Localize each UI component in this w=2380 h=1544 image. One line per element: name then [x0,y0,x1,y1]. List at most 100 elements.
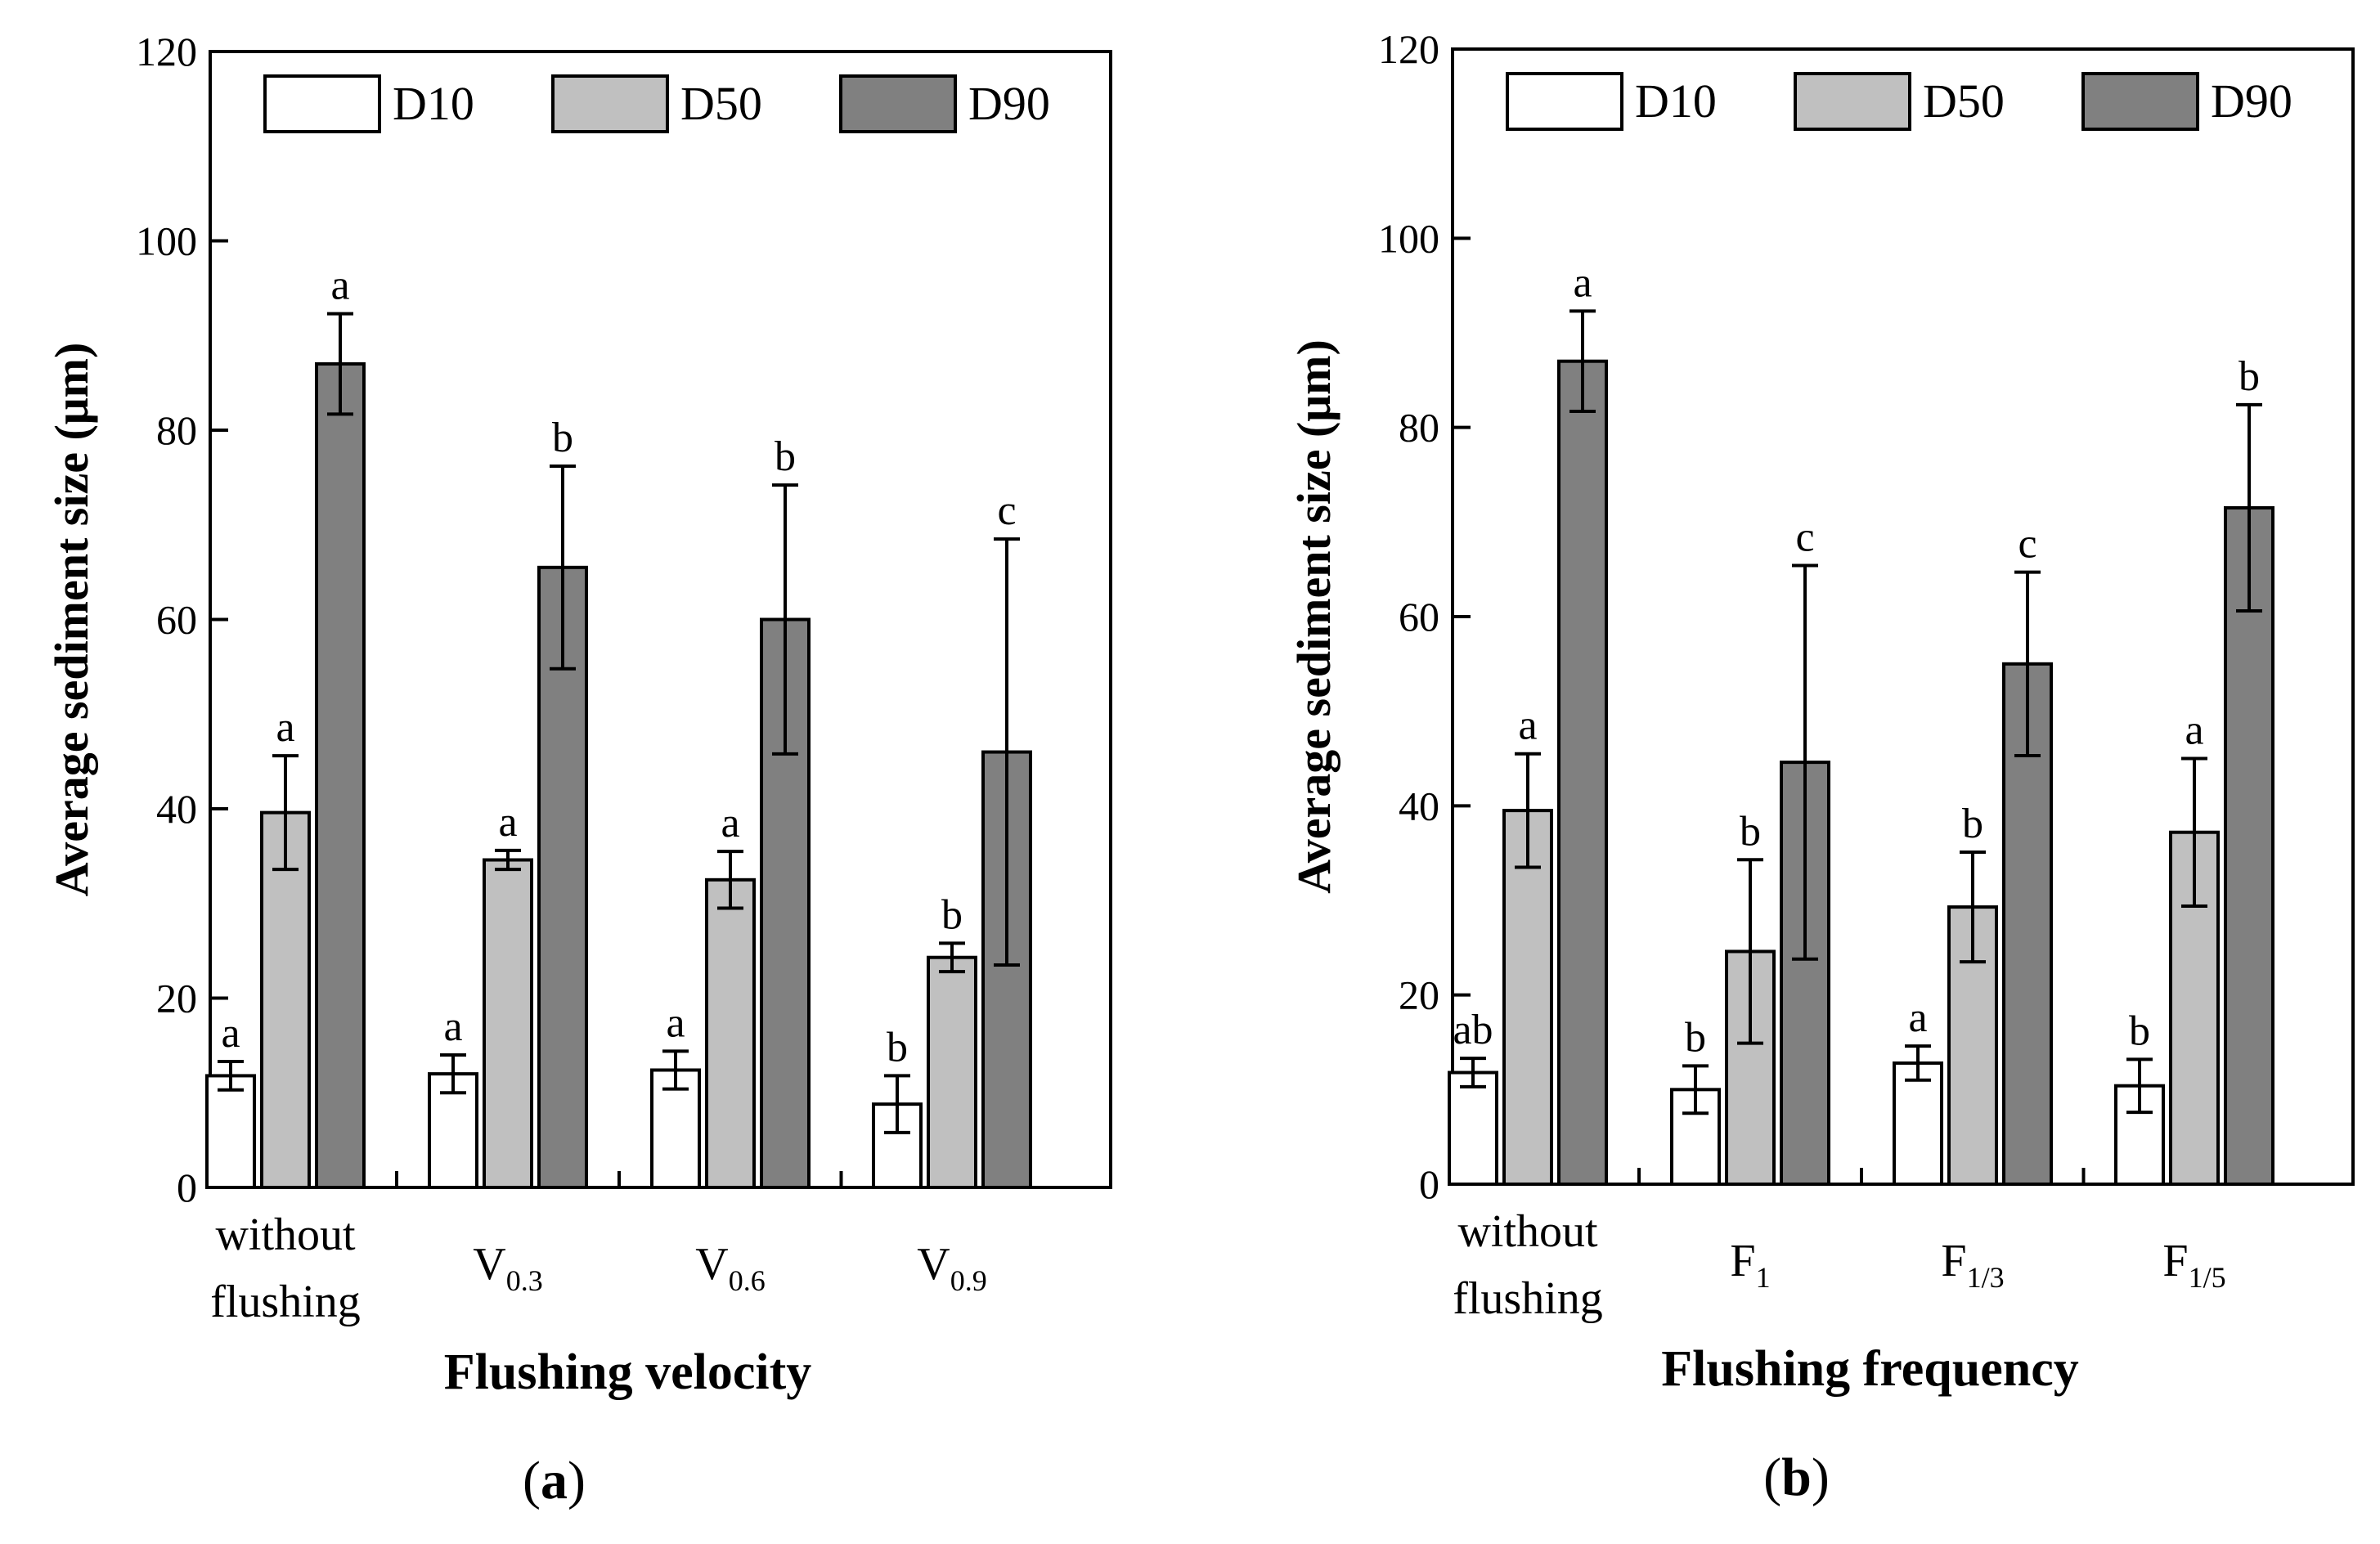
legend-swatch-d10 [263,74,381,133]
y-tick-label: 60 [1399,594,1439,640]
bar-d10 [2114,1084,2165,1186]
significance-label: b [941,891,963,938]
legend-swatch-d90 [2081,72,2199,131]
significance-label: a [1573,259,1592,306]
category-label: F1/3 [1941,1236,2004,1294]
significance-label: b [1685,1014,1706,1061]
significance-label: b [1962,801,1983,847]
panel-label-open: ( [523,1451,541,1510]
significance-label: c [2018,521,2036,568]
x-axis-title: Flushing velocity [444,1344,812,1400]
y-axis-title: Average sediment size (μm) [1287,339,1340,894]
panel-label: (b) [1763,1448,1830,1507]
significance-label: b [775,433,796,480]
y-tick-label: 100 [1378,215,1439,261]
panel-label-open: ( [1763,1448,1781,1507]
y-tick-label: 80 [1399,405,1439,451]
panel-label-letter: b [1781,1448,1812,1507]
category-label-subscript: 1/5 [2189,1261,2226,1294]
legend-label-d10: D10 [1635,74,1717,128]
category-label-subscript: 0.3 [506,1264,543,1297]
y-tick-label: 40 [1399,783,1439,828]
y-tick-label: 0 [1419,1161,1439,1207]
category-label: V0.6 [695,1239,765,1297]
category-label: flushing [1453,1273,1603,1324]
y-axis-title: Average sediment size (μm) [45,343,98,897]
panel-label-letter: a [541,1451,568,1510]
legend-label-d90: D90 [968,77,1050,130]
category-label-subscript: 1 [1756,1261,1771,1294]
panel-label: (a) [523,1451,586,1510]
y-tick-label: 100 [136,218,197,264]
significance-label: b [1740,808,1761,855]
category-label-subscript: 1/3 [1967,1261,2005,1294]
bar-d10 [205,1074,256,1190]
category-label-base: V [695,1239,728,1290]
legend-label-d50: D50 [680,77,762,130]
y-tick-label: 20 [156,976,197,1021]
y-tick-label: 20 [1399,972,1439,1018]
category-label: without [1457,1206,1598,1257]
bar-d50 [927,955,977,1190]
category-label: V0.9 [917,1239,986,1297]
bar-d10 [1670,1088,1721,1187]
chart-panel-a: 0 20 40 60 80 100 120 Average sediment size (μm… [45,29,1112,1510]
significance-label: b [887,1024,908,1070]
bar-d90 [537,565,588,1189]
category-label: F1/5 [2162,1236,2225,1294]
significance-label: a [2185,707,2203,754]
legend-swatch-d10 [1506,72,1623,131]
legend-swatch-d90 [839,74,957,133]
significance-label: c [1795,514,1814,561]
bar-d90 [315,361,366,1190]
significance-label: a [1908,994,1927,1041]
category-label-subscript: 0.9 [950,1264,987,1297]
significance-label: a [443,1003,462,1050]
significance-label: a [666,999,685,1046]
panel-label-close: ) [1812,1448,1830,1507]
y-tick-label: 40 [156,786,197,832]
x-axis-title: Flushing frequency [1661,1341,2078,1397]
category-label-base: F [2162,1236,2188,1286]
y-tick-label: 0 [177,1165,197,1210]
y-tick-label: 80 [156,407,197,453]
category-label-base: F [1941,1236,1966,1286]
significance-label: ab [1453,1007,1493,1053]
significance-label: b [2239,353,2260,400]
bar-d10 [1448,1070,1498,1186]
significance-label: a [1518,702,1537,749]
significance-label: a [276,704,294,751]
bar-d50 [260,810,311,1189]
panel-label-close: ) [568,1451,586,1510]
category-label-subscript: 0.6 [729,1264,766,1297]
y-tick-label: 120 [136,29,197,74]
bar-d50 [705,877,756,1189]
y-tick-label: 120 [1378,26,1439,72]
category-label: flushing [210,1277,361,1327]
legend-label-d50: D50 [1923,74,2005,128]
category-label: without [215,1210,356,1260]
legend-label-d10: D10 [393,77,474,130]
significance-label: a [498,799,517,846]
legend-swatch-d50 [551,74,669,133]
significance-label: b [2129,1008,2150,1054]
bar-d50 [483,858,533,1189]
significance-label: c [997,487,1016,534]
legend-swatch-d50 [1794,72,1911,131]
y-tick-label: 60 [156,597,197,643]
significance-label: a [330,263,349,309]
category-label-base: V [473,1239,505,1290]
significance-label: b [552,415,573,461]
category-label-base: F [1730,1236,1755,1286]
significance-label: a [721,800,739,846]
bar-d90 [1557,359,1608,1186]
bar-d10 [872,1102,923,1190]
significance-label: a [221,1010,240,1057]
category-label: F1 [1730,1236,1770,1294]
category-label-base: V [917,1239,950,1290]
legend-label-d90: D90 [2211,74,2292,128]
bar-d10 [1893,1061,1943,1186]
category-label: V0.3 [473,1239,542,1297]
